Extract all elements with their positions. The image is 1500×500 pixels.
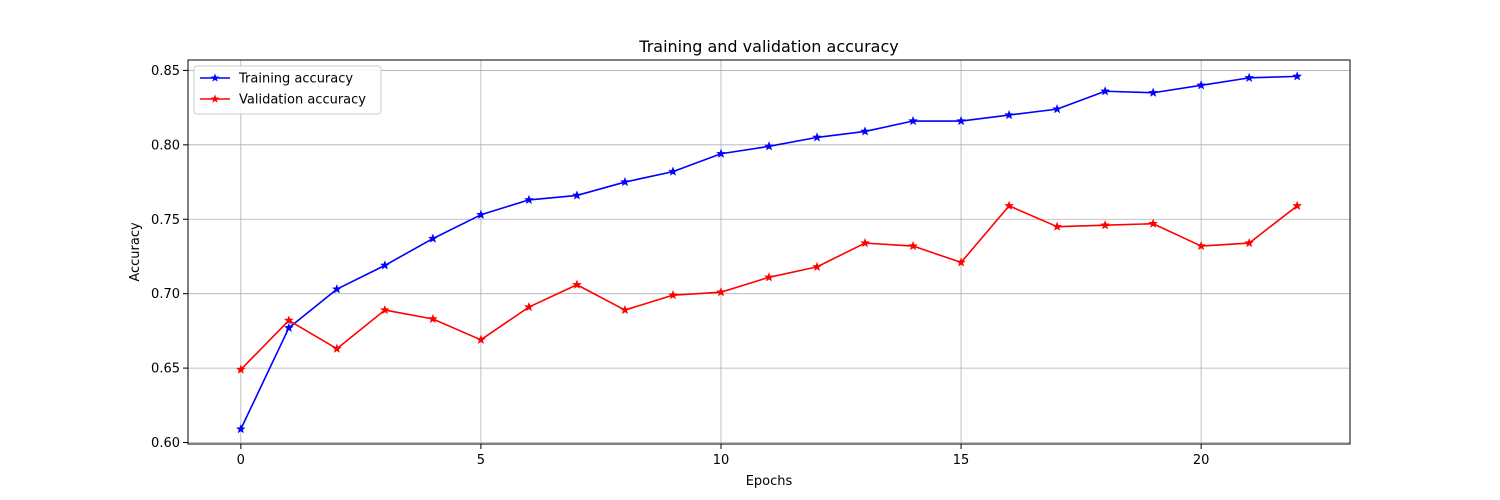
- data-point-star: [1148, 218, 1159, 228]
- data-point-star: [1100, 86, 1111, 96]
- legend-label: Validation accuracy: [239, 93, 366, 108]
- data-point-star: [523, 194, 534, 205]
- data-point-star: [523, 301, 534, 312]
- series-layer: [235, 71, 1303, 434]
- data-point-star: [1244, 72, 1255, 83]
- data-point-star: [427, 233, 438, 243]
- data-point-star: [812, 261, 822, 272]
- data-point-star: [572, 279, 582, 289]
- series-0: [235, 71, 1303, 434]
- data-point-star: [379, 260, 390, 270]
- data-point-star: [908, 240, 918, 251]
- data-point-star: [716, 148, 726, 158]
- y-tick-label: 0.75: [151, 213, 180, 228]
- data-point-star: [956, 257, 966, 267]
- data-point-star: [1100, 220, 1111, 230]
- data-point-star: [860, 126, 870, 136]
- data-point-star: [1004, 109, 1015, 120]
- data-point-star: [1292, 200, 1303, 211]
- data-point-star: [572, 190, 582, 200]
- data-point-star: [283, 315, 294, 325]
- data-point-star: [1244, 237, 1255, 248]
- data-point-star: [620, 176, 630, 187]
- data-point-star: [379, 304, 390, 315]
- data-point-star: [331, 284, 342, 294]
- y-axis-title: Accuracy: [128, 222, 143, 282]
- axes: 0 5 10 15 20 0.60 0.65 0.70 0.75 0.80 0.85: [151, 64, 1209, 468]
- plot-frame: [187, 59, 1351, 445]
- legend-marker-star: [210, 94, 220, 103]
- x-tick-label: 10: [713, 453, 730, 468]
- data-point-star: [475, 334, 486, 345]
- data-point-star: [908, 115, 918, 126]
- data-point-star: [716, 287, 726, 297]
- data-point-star: [1004, 200, 1015, 211]
- x-tick-label: 15: [953, 453, 970, 468]
- x-tick-label: 0: [237, 453, 245, 468]
- data-point-star: [1052, 103, 1063, 114]
- y-tick-label: 0.85: [151, 64, 180, 79]
- data-point-star: [620, 304, 630, 315]
- data-point-star: [860, 237, 870, 248]
- data-point-star: [235, 364, 246, 374]
- data-point-star: [1292, 71, 1303, 81]
- y-tick-label: 0.60: [151, 436, 180, 451]
- y-tick-label: 0.70: [151, 287, 180, 302]
- x-tick-label: 20: [1193, 453, 1210, 468]
- legend: Training accuracy Validation accuracy: [193, 65, 382, 115]
- data-point-star: [331, 343, 342, 353]
- data-point-star: [668, 289, 678, 300]
- x-axis-title: Epochs: [746, 474, 793, 489]
- legend-label: Training accuracy: [238, 72, 353, 87]
- legend-item: Training accuracy: [200, 72, 353, 87]
- data-point-star: [1052, 221, 1063, 231]
- legend-item: Validation accuracy: [200, 93, 366, 108]
- data-point-star: [668, 166, 678, 176]
- data-point-star: [283, 322, 294, 333]
- data-point-star: [1196, 80, 1207, 90]
- series-1: [235, 200, 1303, 374]
- data-point-star: [475, 209, 486, 219]
- y-tick-label: 0.65: [151, 362, 180, 377]
- y-tick-label: 0.80: [151, 138, 180, 153]
- data-point-star: [812, 132, 822, 142]
- data-point-star: [764, 272, 774, 282]
- data-point-star: [956, 115, 966, 126]
- data-point-star: [1148, 87, 1159, 97]
- data-point-star: [235, 423, 246, 434]
- x-tick-label: 5: [477, 453, 485, 468]
- chart-title: Training and validation accuracy: [638, 37, 898, 56]
- legend-marker-star: [210, 73, 220, 82]
- legend-box: [193, 65, 382, 115]
- data-point-star: [427, 313, 438, 324]
- data-point-star: [764, 141, 774, 151]
- data-point-star: [1196, 240, 1207, 251]
